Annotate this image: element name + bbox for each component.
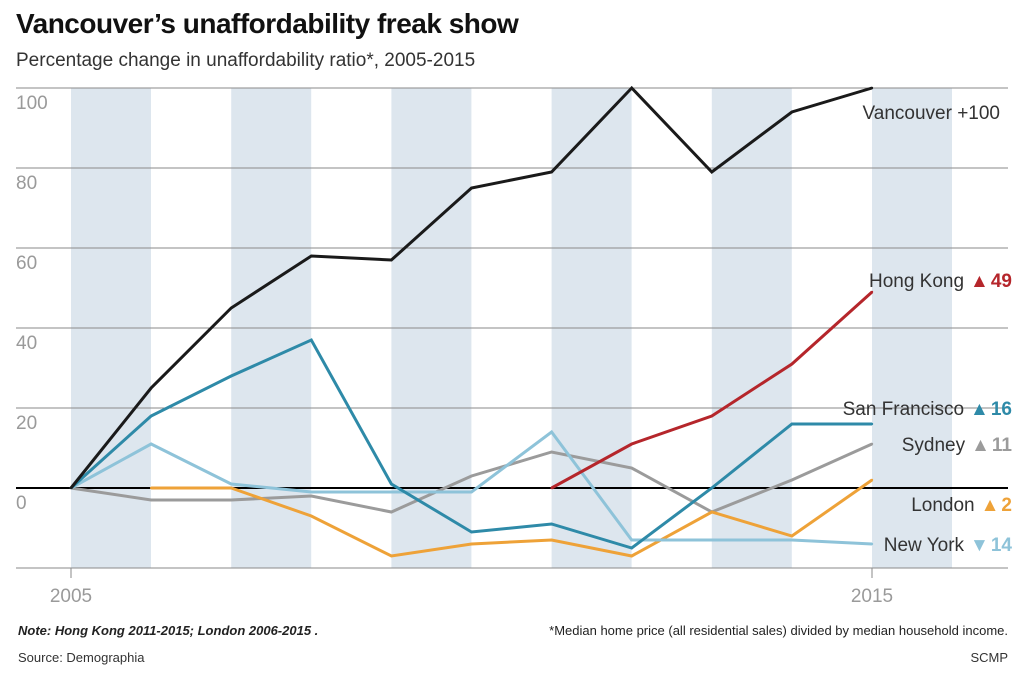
data-point-vancouver-2012 <box>630 86 633 90</box>
data-point-sydney-2014 <box>790 478 794 482</box>
y-tick-label-100: 100 <box>16 93 48 114</box>
data-point-vancouver-2011 <box>550 170 553 174</box>
series-label-sanfrancisco: San Francisco ▲ 16 <box>843 399 1012 420</box>
data-point-london-2015 <box>870 478 874 482</box>
y-tick-label-20: 20 <box>16 413 37 434</box>
data-point-hongkong-2013 <box>710 414 713 418</box>
data-point-london-2010 <box>470 542 473 546</box>
y-tick-label-40: 40 <box>16 333 37 354</box>
data-point-vancouver-2010 <box>470 186 473 190</box>
data-point-sydney-2008 <box>310 494 313 498</box>
chart-note: Note: Hong Kong 2011-2015; London 2006-2… <box>18 623 319 638</box>
data-point-london-2008 <box>310 514 313 518</box>
data-point-hongkong-2015 <box>870 290 874 294</box>
data-point-sanfrancisco-2011 <box>550 522 553 526</box>
series-label-london: London ▲ 2 <box>911 495 1012 516</box>
data-point-vancouver-2015 <box>870 86 874 90</box>
data-point-newyork-2006 <box>149 442 153 446</box>
chart-footnote: *Median home price (all residential sale… <box>549 623 1008 638</box>
data-point-hongkong-2014 <box>790 362 794 366</box>
data-point-vancouver-2008 <box>310 254 313 258</box>
data-point-vancouver-2014 <box>790 110 794 114</box>
data-point-newyork-2015 <box>870 542 874 546</box>
data-point-london-2012 <box>630 554 633 558</box>
data-point-sydney-2006 <box>149 498 153 502</box>
data-point-sanfrancisco-2015 <box>870 422 874 426</box>
data-point-newyork-2007 <box>230 482 233 486</box>
data-point-sydney-2012 <box>630 466 633 470</box>
chart-subtitle: Percentage change in unaffordability rat… <box>16 50 476 71</box>
data-point-newyork-2010 <box>470 490 473 494</box>
data-point-vancouver-2005 <box>69 486 73 490</box>
series-label-hongkong: Hong Kong ▲ 49 <box>869 271 1012 292</box>
data-point-sydney-2015 <box>870 442 874 446</box>
data-point-sanfrancisco-2014 <box>790 422 794 426</box>
data-point-newyork-2012 <box>630 538 633 542</box>
data-point-london-2007 <box>230 486 233 490</box>
data-point-sanfrancisco-2013 <box>710 486 713 490</box>
data-point-sanfrancisco-2010 <box>470 530 473 534</box>
data-point-london-2009 <box>390 554 393 558</box>
series-label-newyork: New York ▼ 14 <box>884 535 1013 556</box>
data-point-sanfrancisco-2008 <box>310 338 313 342</box>
data-point-sanfrancisco-2006 <box>149 414 153 418</box>
data-point-newyork-2013 <box>710 538 713 542</box>
data-point-vancouver-2013 <box>710 170 713 174</box>
data-point-vancouver-2006 <box>149 386 153 390</box>
data-point-london-2011 <box>550 538 553 542</box>
data-point-newyork-2009 <box>390 490 393 494</box>
series-line-london <box>151 478 873 558</box>
data-point-london-2006 <box>149 486 153 490</box>
data-point-sydney-2010 <box>470 474 473 478</box>
data-point-london-2014 <box>790 534 794 538</box>
x-tick-label-2015: 2015 <box>851 586 893 607</box>
data-point-newyork-2008 <box>310 490 313 494</box>
y-tick-label-80: 80 <box>16 173 37 194</box>
data-point-sanfrancisco-2009 <box>390 482 393 486</box>
data-point-hongkong-2012 <box>630 442 633 446</box>
data-point-london-2013 <box>710 510 713 514</box>
data-point-vancouver-2007 <box>230 306 233 310</box>
series-label-sydney: Sydney ▲ 11 <box>902 435 1013 456</box>
data-point-sydney-2011 <box>550 450 553 454</box>
chart-title: Vancouver’s unaffordability freak show <box>16 8 519 39</box>
data-point-sydney-2007 <box>230 498 233 502</box>
x-tick-label-2005: 2005 <box>50 586 92 607</box>
data-point-newyork-2014 <box>790 538 794 542</box>
y-tick-label-60: 60 <box>16 253 37 274</box>
series-label-vancouver: Vancouver +100 <box>863 103 1001 124</box>
data-point-sanfrancisco-2012 <box>630 546 633 550</box>
chart-source: Source: Demographia <box>18 650 145 665</box>
data-point-sydney-2009 <box>390 510 393 514</box>
data-point-newyork-2011 <box>550 430 553 434</box>
data-point-sanfrancisco-2007 <box>230 374 233 378</box>
data-point-vancouver-2009 <box>390 258 393 262</box>
chart-credit: SCMP <box>970 650 1008 665</box>
data-point-hongkong-2011 <box>550 486 553 490</box>
y-tick-label-0: 0 <box>16 493 27 514</box>
